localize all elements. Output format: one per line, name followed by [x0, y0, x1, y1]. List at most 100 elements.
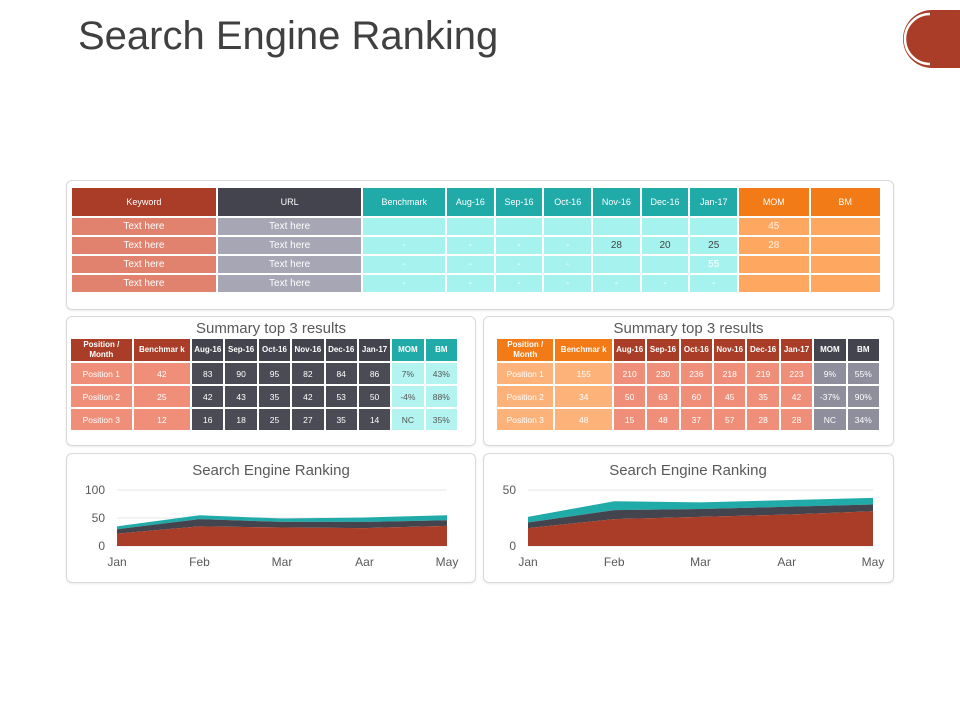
table-cell: 28: [739, 237, 809, 254]
table-cell: Position 3: [71, 409, 132, 430]
header-cell: Nov-16: [292, 339, 324, 361]
table-cell: 60: [680, 386, 713, 407]
table-cell: 84: [325, 363, 357, 384]
chart-left: Search Engine Ranking 0 50 100 Jan Feb Mar Aar M…: [85, 462, 458, 569]
table-cell: Text here: [72, 218, 216, 235]
table-cell: -: [690, 275, 738, 292]
table-cell: NC: [392, 409, 424, 430]
y-tick-label: 0: [98, 539, 105, 553]
header-cell: Oct-16: [680, 339, 713, 361]
table-cell: -: [641, 275, 689, 292]
header-cell: Aug-16: [613, 339, 646, 361]
header-cell: Nov-16: [593, 188, 640, 216]
table-row: Position 3 48 15 48 37 57 28 28 NC 34%: [497, 409, 879, 430]
table-cell: 20: [641, 237, 689, 254]
x-tick-label: Mar: [272, 555, 293, 569]
header-cell: Jan-17: [780, 339, 813, 361]
table-row: Position 2 34 50 63 60 45 35 42 -37% 90%: [497, 386, 879, 407]
table-cell: NC: [814, 409, 846, 430]
table-cell: Text here: [72, 256, 216, 273]
table-cell: Text here: [72, 237, 216, 254]
header-cell: BM: [847, 339, 879, 361]
table-cell: 50: [358, 386, 391, 407]
header-cell: Aug-16: [192, 339, 224, 361]
chart-title: Search Engine Ranking: [192, 462, 350, 479]
header-cell: Benchmar k: [555, 339, 612, 361]
table-cell: Text here: [217, 275, 362, 292]
table-cell: 25: [133, 386, 191, 407]
table-cell: [641, 218, 689, 235]
table-cell: 28: [780, 409, 813, 430]
table-cell: 230: [647, 363, 679, 384]
header-cell: URL: [217, 188, 362, 216]
table-cell: 155: [555, 363, 612, 384]
header-cell: Benchmark: [363, 188, 445, 216]
table-cell: -: [447, 237, 494, 254]
table-cell: 95: [258, 363, 291, 384]
table-cell: -: [363, 237, 445, 254]
table-cell: 48: [555, 409, 612, 430]
summary-left-table: Position / Month Benchmar k Aug-16 Sep-16 Oc…: [69, 337, 459, 432]
table-cell: 35%: [425, 409, 457, 430]
table-cell: [810, 275, 880, 292]
table-cell: 90%: [847, 386, 879, 407]
table-cell: 7%: [392, 363, 424, 384]
table-cell: 12: [133, 409, 191, 430]
table-cell: [739, 256, 809, 273]
table-cell: [593, 218, 640, 235]
header-cell: Dec-16: [641, 188, 689, 216]
table-cell: 210: [613, 363, 646, 384]
area-series-1: [528, 504, 873, 529]
table-cell: [641, 256, 689, 273]
x-tick-label: Aar: [355, 555, 374, 569]
table-cell: [810, 218, 880, 235]
header-cell: Oct-16: [258, 339, 291, 361]
table-cell: 28: [593, 237, 640, 254]
header-cell: Position / Month: [71, 339, 132, 361]
table-cell: 42: [192, 386, 224, 407]
table-cell: Position 2: [71, 386, 132, 407]
header-cell: MOM: [814, 339, 846, 361]
header-cell: Benchmar k: [133, 339, 191, 361]
table-row: Text here Text here 45: [72, 218, 880, 235]
table-cell: -: [495, 237, 543, 254]
table-cell: Position 1: [71, 363, 132, 384]
table-cell: [544, 218, 592, 235]
table-row: Position 1 42 83 90 95 82 84 86 7% 43%: [71, 363, 457, 384]
table-cell: 83: [192, 363, 224, 384]
header-cell: Dec-16: [325, 339, 357, 361]
x-tick-label: Feb: [189, 555, 210, 569]
table-cell: 35: [258, 386, 291, 407]
header-cell: Jan-17: [358, 339, 391, 361]
table-cell: 42: [780, 386, 813, 407]
header-cell: Position / Month: [497, 339, 554, 361]
table-cell: [810, 256, 880, 273]
table-cell: 34%: [847, 409, 879, 430]
y-tick-label: 50: [92, 511, 106, 525]
table-cell: 18: [225, 409, 257, 430]
table-cell: 25: [258, 409, 291, 430]
table-cell: 42: [133, 363, 191, 384]
corner-decoration: [903, 10, 960, 68]
table-cell: [447, 218, 494, 235]
header-cell: Aug-16: [447, 188, 494, 216]
table-cell: Position 2: [497, 386, 554, 407]
x-tick-label: May: [862, 555, 885, 569]
table-cell: 55%: [847, 363, 879, 384]
summary-left-title: Summary top 3 results: [195, 320, 347, 337]
table-cell: 53: [325, 386, 357, 407]
chart-right: Search Engine Ranking 0 50 Jan Feb Mar Aar May: [503, 462, 885, 569]
table-row: Position 1 155 210 230 236 218 219 223 9% 55%: [497, 363, 879, 384]
chart-left-panel: Search Engine Ranking 0 50 100 Jan Feb Mar Aar M…: [66, 453, 476, 583]
header-cell: Oct-16: [544, 188, 592, 216]
table-cell: 45: [714, 386, 746, 407]
keyword-table-panel: Keyword URL Benchmark Aug-16 Sep-16 Oct-16 Nov…: [66, 180, 894, 310]
table-cell: 43%: [425, 363, 457, 384]
table-cell: [363, 218, 445, 235]
table-cell: -: [544, 237, 592, 254]
table-cell: 16: [192, 409, 224, 430]
table-cell: 55: [690, 256, 738, 273]
table-cell: [690, 218, 738, 235]
table-cell: 218: [714, 363, 746, 384]
table-cell: -37%: [814, 386, 846, 407]
